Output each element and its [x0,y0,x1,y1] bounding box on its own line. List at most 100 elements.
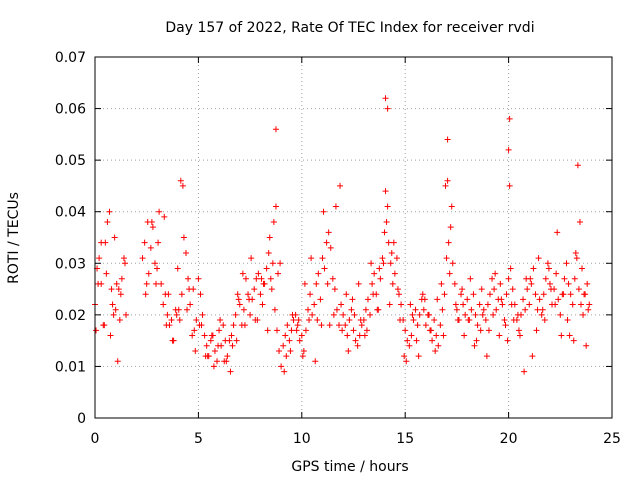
data-point [505,146,512,153]
plot-frame [94,56,613,419]
data-point [153,280,160,287]
data-point [387,260,394,267]
data-point [435,342,442,349]
data-point [266,234,273,241]
data-point [242,275,249,282]
data-point [259,301,266,308]
data-point [467,275,474,282]
data-point [144,219,151,226]
data-point [536,296,543,303]
data-point [498,296,505,303]
data-point [235,296,242,303]
data-point [580,311,587,318]
data-point [520,296,527,303]
data-point [169,337,176,344]
data-point [193,317,200,324]
data-point [386,301,393,308]
data-point [564,317,571,324]
data-point [545,265,552,272]
data-points [92,95,593,375]
data-point [407,301,414,308]
data-point [114,358,121,365]
data-point [566,332,573,339]
data-point [445,239,452,246]
data-point [358,322,365,329]
data-point [190,286,197,293]
data-point [506,182,513,189]
data-point [141,239,148,246]
data-point [175,306,182,313]
data-point [182,249,189,256]
data-point [339,327,346,334]
data-point [264,327,271,334]
data-point [263,265,270,272]
data-point [211,347,218,354]
data-point [214,358,221,365]
data-point [477,327,484,334]
data-point [434,296,441,303]
data-point [364,296,371,303]
data-point [544,260,551,267]
data-point [444,136,451,143]
data-point [207,337,214,344]
data-point [283,353,290,360]
data-point [142,291,149,298]
data-point [143,280,150,287]
data-point [570,337,577,344]
data-point [464,296,471,303]
data-point [185,275,192,282]
data-point [164,311,171,318]
data-point [362,306,369,313]
data-point [299,353,306,360]
data-point [554,229,561,236]
data-point [320,208,327,215]
data-point [110,311,117,318]
data-point [465,317,472,324]
data-point [370,291,377,298]
data-point [352,337,359,344]
data-point [165,291,172,298]
data-point [521,368,528,375]
data-point [234,291,241,298]
data-point [527,275,534,282]
data-point [255,270,262,277]
data-point [312,358,319,365]
data-point [118,275,125,282]
data-point [321,265,328,272]
data-point [448,203,455,210]
data-point [382,188,389,195]
data-point [306,317,313,324]
data-point [173,311,180,318]
data-point [573,255,580,262]
data-point [376,265,383,272]
data-point [371,270,378,277]
data-point [428,327,435,334]
data-point [123,311,130,318]
data-point [160,301,167,308]
data-point [208,332,215,339]
data-point [524,286,531,293]
data-point [282,332,289,339]
data-point [315,270,322,277]
data-point [473,337,480,344]
data-point [240,306,247,313]
data-point [374,306,381,313]
data-point [433,332,440,339]
data-point [413,337,420,344]
data-point [569,301,576,308]
data-point [446,270,453,277]
data-point [290,317,297,324]
data-point [298,332,305,339]
data-point [382,95,389,102]
data-point [267,275,274,282]
data-point [302,327,309,334]
data-point [459,286,466,293]
chart-title: Day 157 of 2022, Rate Of TEC Index for r… [165,20,534,36]
data-point [98,239,105,246]
data-point [187,301,194,308]
data-point [305,306,312,313]
data-point [581,291,588,298]
data-point [546,280,553,287]
data-point [449,260,456,267]
data-point [121,260,128,267]
